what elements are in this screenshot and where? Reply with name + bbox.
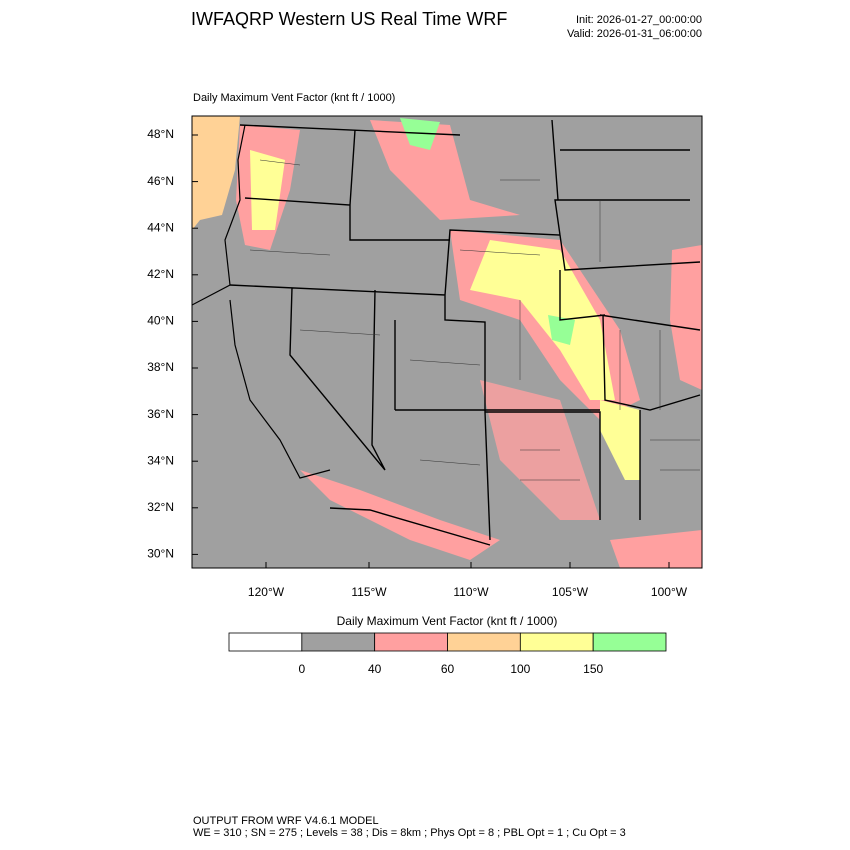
field-area: [548, 315, 575, 345]
field-area: [600, 400, 640, 480]
field-area: [470, 240, 615, 400]
footer-line: OUTPUT FROM WRF V4.6.1 MODEL: [193, 815, 379, 827]
colorbar-box: [228, 632, 303, 652]
lon-label: 120°W: [248, 585, 285, 599]
field-area: [610, 530, 702, 568]
field-area: [250, 150, 285, 230]
colorbar-box: [592, 632, 667, 652]
colorbar-label: 150: [583, 662, 603, 676]
lat-label: 48°N: [147, 127, 174, 141]
valid-time: Valid: 2026-01-31_06:00:00: [567, 28, 702, 40]
field-area: [670, 245, 702, 390]
ocean-area: [192, 116, 240, 230]
lat-label: 40°N: [147, 314, 174, 328]
lat-label: 46°N: [147, 174, 174, 188]
page-title: IWFAQRP Western US Real Time WRF: [191, 9, 507, 29]
colorbar-label: 60: [441, 662, 455, 676]
lon-label: 100°W: [651, 585, 688, 599]
colorbar-label: 0: [298, 662, 305, 676]
map-frame: [191, 115, 703, 569]
colorbar-label: 100: [510, 662, 530, 676]
field-area: [300, 470, 500, 560]
lat-label: 36°N: [147, 407, 174, 421]
field-area: [370, 120, 520, 220]
colorbar-box: [301, 632, 376, 652]
colorbar-box: [374, 632, 448, 652]
lat-label: 44°N: [147, 220, 174, 234]
colorbar-title: Daily Maximum Vent Factor (knt ft / 1000…: [337, 614, 558, 628]
colorbar-box: [447, 632, 521, 652]
lat-label: 38°N: [147, 360, 174, 374]
lat-label: 30°N: [147, 547, 174, 561]
map-title: Daily Maximum Vent Factor (knt ft / 1000…: [193, 92, 395, 104]
footer-line: WE = 310 ; SN = 275 ; Levels = 38 ; Dis …: [193, 827, 626, 839]
lat-label: 42°N: [147, 267, 174, 281]
lon-label: 115°W: [351, 585, 387, 599]
colorbar-box: [519, 632, 594, 652]
lon-label: 110°W: [453, 585, 489, 599]
lat-label: 34°N: [147, 453, 174, 467]
lon-label: 105°W: [552, 585, 589, 599]
init-time: Init: 2026-01-27_00:00:00: [576, 14, 702, 26]
field-area: [400, 118, 440, 150]
colorbar-label: 40: [368, 662, 382, 676]
map: [191, 115, 703, 569]
lat-label: 32°N: [147, 500, 174, 514]
